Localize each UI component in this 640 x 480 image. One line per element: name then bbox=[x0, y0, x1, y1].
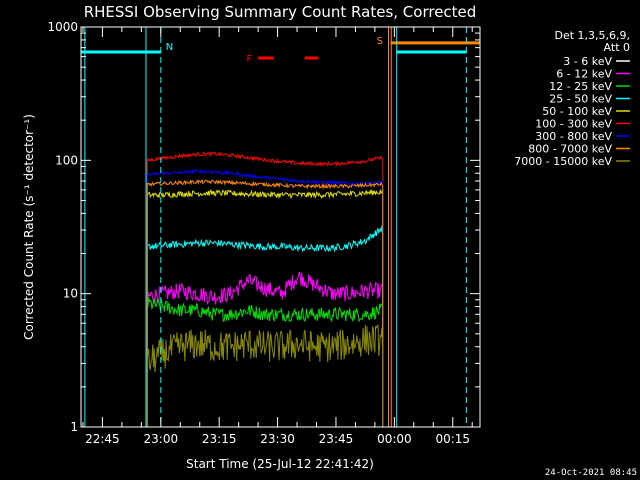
legend-entry-label-6: 300 - 800 keV bbox=[535, 130, 612, 143]
x-tick-label-1: 23:00 bbox=[144, 432, 179, 446]
legend-entry-label-2: 12 - 25 keV bbox=[549, 80, 612, 93]
footer-timestamp: 24-Oct-2021 08:45 bbox=[545, 468, 637, 478]
legend-entry-label-7: 800 - 7000 keV bbox=[528, 143, 612, 156]
series-line-5 bbox=[146, 151, 384, 427]
x-tick-label-3: 23:30 bbox=[260, 432, 295, 446]
legend-header-0: Det 1,3,5,6,9, bbox=[554, 29, 630, 42]
x-tick-label-2: 23:15 bbox=[202, 432, 237, 446]
series-line-2 bbox=[146, 296, 384, 427]
x-tick-label-5: 00:00 bbox=[377, 432, 412, 446]
axis-layer: 1 10 100 1000 22:45 23:00 23:15 23:30 23:45 00:00… bbox=[47, 20, 480, 446]
data-layer bbox=[146, 151, 384, 427]
legend-entry-label-4: 50 - 100 keV bbox=[542, 105, 612, 118]
legend-header-1: Att 0 bbox=[604, 41, 630, 54]
annotation-s: S bbox=[377, 36, 383, 47]
legend-entry-label-5: 100 - 300 keV bbox=[535, 118, 612, 131]
plot-frame bbox=[80, 26, 481, 428]
legend-entry-label-0: 3 - 6 keV bbox=[563, 55, 612, 68]
annotation-f: F bbox=[246, 54, 252, 65]
y-tick-label-3: 1000 bbox=[47, 20, 78, 34]
y-tick-label-0: 1 bbox=[70, 420, 78, 434]
series-line-4 bbox=[146, 188, 384, 427]
x-tick-label-0: 22:45 bbox=[85, 432, 120, 446]
x-tick-label-6: 00:15 bbox=[435, 432, 470, 446]
series-line-7 bbox=[146, 178, 384, 427]
legend-entry-label-3: 25 - 50 keV bbox=[549, 93, 612, 106]
series-line-1 bbox=[146, 271, 384, 427]
y-axis-label: Corrected Count Rate (s⁻¹ detector⁻¹) bbox=[22, 114, 36, 340]
series-line-8 bbox=[146, 324, 384, 427]
series-line-6 bbox=[146, 168, 384, 427]
y-tick-label-1: 10 bbox=[63, 287, 78, 301]
annotation-n: N bbox=[166, 42, 173, 53]
x-axis-label: Start Time (25-Jul-12 22:41:42) bbox=[186, 457, 374, 471]
x-tick-label-4: 23:45 bbox=[319, 432, 354, 446]
legend-entry-label-1: 6 - 12 keV bbox=[556, 68, 612, 81]
series-line-0 bbox=[146, 289, 384, 427]
marker-layer: N S F bbox=[81, 27, 480, 427]
series-line-3 bbox=[146, 225, 384, 427]
y-tick-label-2: 100 bbox=[55, 153, 78, 167]
chart-title: RHESSI Observing Summary Count Rates, Co… bbox=[84, 3, 477, 21]
legend-entry-label-8: 7000 - 15000 keV bbox=[514, 155, 612, 168]
